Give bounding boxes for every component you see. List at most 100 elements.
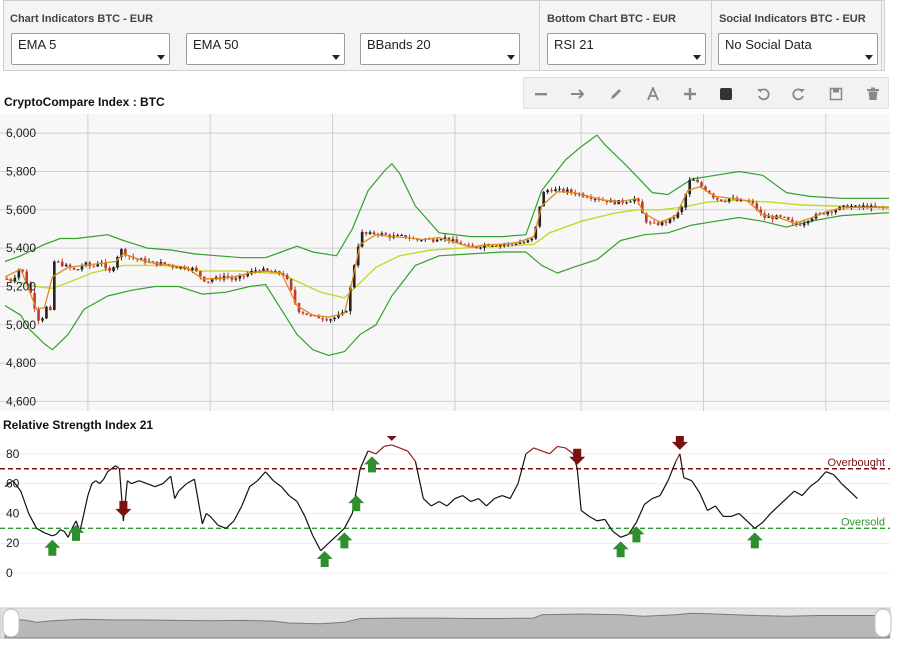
candle-body	[755, 203, 759, 210]
candle-body	[834, 209, 838, 213]
rsi-line-segment	[225, 520, 235, 529]
rsi-line-segment	[12, 480, 22, 492]
candle-body	[76, 269, 80, 271]
rsi-line-segment	[454, 495, 463, 500]
pencil-icon[interactable]	[604, 82, 628, 106]
chevron-down-icon	[157, 55, 165, 60]
candle-body	[554, 189, 557, 192]
candle-body	[881, 206, 885, 208]
ema5-line	[4, 186, 890, 318]
candle-body	[566, 189, 569, 192]
bottom-chart-group: Bottom Chart BTC - EUR RSI 21	[540, 1, 711, 71]
candle-body	[716, 197, 719, 200]
candle-body	[226, 275, 230, 277]
candle-body	[364, 232, 368, 234]
rsi-line-segment	[628, 522, 637, 535]
candle-body	[246, 273, 250, 277]
rsi-ytick-label: 80	[6, 447, 20, 461]
rsi-line-segment	[778, 498, 787, 507]
candle-body	[873, 205, 877, 208]
candle-body	[735, 197, 739, 202]
candle-body	[356, 246, 360, 266]
rsi-line-segment	[762, 513, 772, 523]
rsi-ytick-label: 0	[6, 566, 13, 580]
rsi-line-segment	[375, 445, 385, 455]
candle-body	[9, 279, 13, 282]
candle-body	[676, 212, 680, 218]
minus-icon[interactable]	[529, 82, 553, 106]
candle-body	[810, 218, 814, 222]
indicator-select-1-value: EMA 5	[18, 37, 57, 52]
rsi-line-segment	[572, 453, 578, 469]
candle-body	[317, 315, 321, 319]
candle-body	[747, 200, 751, 202]
rsi-ytick-label: 20	[6, 536, 20, 550]
rsi-line-segment	[809, 480, 819, 488]
candle-body	[301, 312, 305, 314]
candle-body	[222, 275, 226, 280]
candle-body	[112, 267, 115, 272]
price-ytick-label: 5,600	[6, 203, 36, 217]
candle-body	[530, 238, 534, 241]
candle-body	[388, 234, 392, 238]
arrow-right-icon[interactable]	[566, 82, 590, 106]
candle-body	[625, 202, 628, 204]
candle-body	[684, 194, 688, 208]
rsi-line-segment	[52, 533, 57, 537]
rsi-line-segment	[675, 453, 681, 462]
indicator-select-3-value: BBands 20	[367, 37, 431, 52]
rsi-line-segment	[280, 486, 290, 496]
candle-body	[293, 289, 297, 304]
chart-indicators-title: Chart Indicators BTC - EUR	[10, 13, 154, 25]
indicator-select-1[interactable]: EMA 5	[11, 33, 170, 65]
square-icon[interactable]	[714, 82, 738, 106]
candle-body	[171, 264, 175, 267]
candle-body	[877, 206, 881, 208]
plus-icon[interactable]	[678, 82, 702, 106]
rsi-line-segment	[683, 477, 692, 482]
candle-body	[593, 198, 597, 200]
candle-body	[179, 266, 182, 269]
candle-body	[534, 226, 538, 239]
candle-body	[384, 233, 388, 235]
indicator-panel: Chart Indicators BTC - EUR EMA 5 EMA 50 …	[3, 0, 885, 71]
candle-body	[700, 182, 703, 187]
candle-body	[510, 243, 514, 245]
rsi-line-segment	[205, 512, 211, 517]
social-select[interactable]: No Social Data	[718, 33, 878, 65]
rsi-line-segment	[817, 471, 827, 482]
candle-body	[570, 189, 573, 193]
candle-body	[49, 306, 52, 310]
trash-icon[interactable]	[861, 82, 885, 106]
bottom-chart-select[interactable]: RSI 21	[547, 33, 706, 65]
candle-body	[84, 262, 88, 266]
candle-body	[214, 277, 218, 280]
candle-body	[5, 278, 9, 280]
text-icon[interactable]	[641, 82, 665, 106]
x-axis-label: Jul 03	[565, 624, 597, 638]
candle-body	[195, 267, 198, 272]
navigator-right-handle	[874, 608, 892, 638]
rsi-line-segment	[178, 483, 187, 492]
chevron-down-icon	[332, 55, 340, 60]
rsi-line-segment	[55, 529, 61, 535]
rsi-line-segment	[841, 483, 850, 492]
candle-body	[601, 199, 605, 201]
indicator-select-3[interactable]: BBands 20	[360, 33, 520, 65]
candle-body	[206, 281, 210, 283]
redo-icon[interactable]	[787, 82, 811, 106]
candle-body	[191, 267, 194, 270]
sell-signal-arrow	[569, 448, 586, 465]
save-icon[interactable]	[824, 82, 848, 106]
indicator-select-2[interactable]: EMA 50	[186, 33, 345, 65]
candle-body	[589, 197, 593, 199]
buy-signal-arrow	[628, 526, 645, 543]
rsi-line-segment	[170, 476, 176, 499]
candle-body	[459, 242, 463, 245]
candle-body	[238, 275, 242, 279]
candle-body	[131, 256, 135, 259]
candle-body	[297, 303, 301, 313]
candle-body	[652, 222, 656, 224]
candle-body	[270, 270, 273, 273]
undo-icon[interactable]	[751, 82, 775, 106]
